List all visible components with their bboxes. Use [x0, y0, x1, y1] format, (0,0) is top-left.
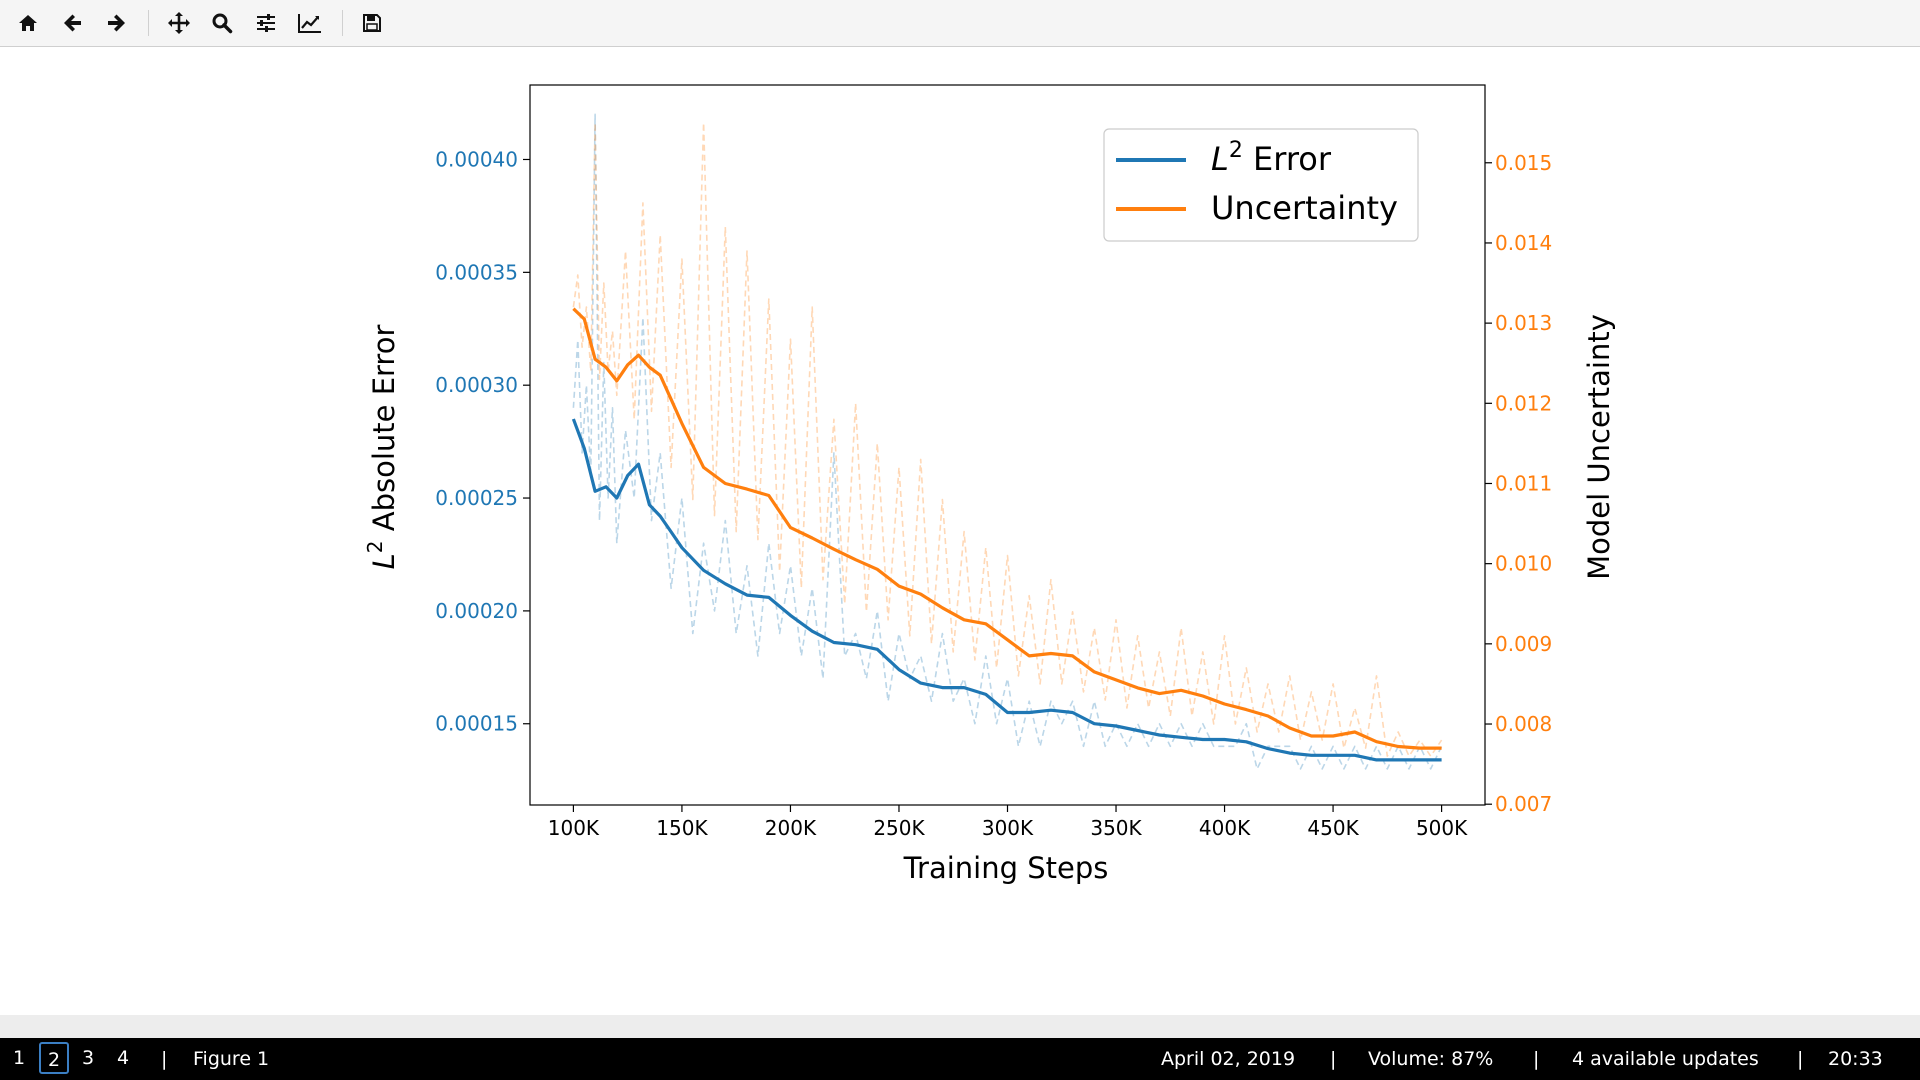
x-tick-label: 350K [1090, 816, 1142, 840]
right-y-tick-label: 0.011 [1495, 471, 1552, 495]
forward-arrow-icon [108, 14, 125, 32]
pan-icon [168, 12, 190, 34]
workspace-3[interactable]: 3 [81, 1047, 95, 1069]
status-bar: 1 2 3 4 | Figure 1 April 02, 2019 | Volu… [0, 1038, 1920, 1080]
right-y-tick-label: 0.015 [1495, 151, 1552, 175]
workspace-1[interactable]: 1 [12, 1047, 26, 1069]
legend-error-symbol: L [1211, 140, 1229, 178]
uncertainty-series-line [572, 307, 1442, 750]
legend: L2 Error Uncertainty [1103, 128, 1419, 242]
clock-display: 20:33 [1828, 1048, 1883, 1070]
status-separator: | [1533, 1048, 1540, 1070]
left-y-tick-label: 0.00020 [435, 599, 518, 623]
save-button[interactable] [354, 5, 390, 41]
right-y-tick-label: 0.012 [1495, 391, 1552, 415]
window-gap [0, 1015, 1920, 1038]
status-separator: | [1797, 1048, 1804, 1070]
left-y-tick-label: 0.00025 [435, 486, 518, 510]
x-tick-label: 250K [873, 816, 925, 840]
edit-axes-button[interactable] [292, 5, 328, 41]
status-separator: | [1330, 1048, 1337, 1070]
date-display: April 02, 2019 [1161, 1048, 1296, 1070]
back-button[interactable] [55, 5, 91, 41]
updates-display[interactable]: 4 available updates [1572, 1048, 1759, 1070]
left-axis-label: L2 Absolute Error [363, 325, 401, 570]
window-title: Figure 1 [193, 1048, 270, 1070]
right-y-tick-label: 0.014 [1495, 231, 1552, 255]
x-tick-label: 150K [656, 816, 708, 840]
pan-button[interactable] [161, 5, 197, 41]
left-y-tick-label: 0.00015 [435, 712, 518, 736]
plot-lines [571, 113, 1443, 770]
home-button[interactable] [10, 5, 46, 41]
x-tick-label: 100K [548, 816, 600, 840]
workspace-4[interactable]: 4 [116, 1047, 130, 1069]
right-y-tick-label: 0.008 [1495, 712, 1552, 736]
left-axis-label-text: Absolute Error [367, 325, 401, 541]
raw-error-line [572, 113, 1443, 770]
legend-error-superscript: 2 [1229, 138, 1243, 163]
subplots-config-icon [257, 14, 275, 32]
right-axis-label: Model Uncertainty [1582, 314, 1616, 580]
legend-uncertainty-label: Uncertainty [1211, 189, 1398, 227]
legend-error-text: Error [1243, 140, 1332, 178]
left-axis-label-superscript: 2 [363, 540, 387, 553]
left-y-tick-label: 0.00040 [435, 147, 518, 171]
raw-uncertainty-line [572, 121, 1443, 757]
left-y-tick-label: 0.00035 [435, 260, 518, 284]
right-y-tick-label: 0.007 [1495, 792, 1552, 816]
dual-axis-line-chart: 100K 150K 200K 250K 300K 350K 400K 450K 500K 0.00… [363, 84, 1616, 885]
legend-error-label: L2 Error [1211, 138, 1332, 178]
forward-button[interactable] [98, 5, 134, 41]
status-separator: | [161, 1048, 168, 1070]
right-y-tick-label: 0.010 [1495, 552, 1552, 576]
volume-display[interactable]: Volume: 87% [1368, 1048, 1494, 1070]
x-tick-label: 300K [982, 816, 1034, 840]
x-tick-label: 450K [1307, 816, 1359, 840]
zoom-button[interactable] [204, 5, 240, 41]
x-tick-label: 400K [1199, 816, 1251, 840]
x-tick-label: 500K [1416, 816, 1468, 840]
matplotlib-toolbar [0, 0, 1920, 47]
workspace-2-active[interactable]: 2 [39, 1042, 69, 1074]
back-arrow-icon [64, 14, 81, 32]
edit-axes-icon [298, 14, 321, 33]
home-icon [19, 15, 37, 31]
toolbar-separator [342, 10, 343, 36]
axis-ticks: 100K 150K 200K 250K 300K 350K 400K 450K 500K 0.00… [435, 147, 1552, 840]
save-icon [363, 14, 381, 32]
x-tick-label: 200K [765, 816, 817, 840]
right-y-tick-label: 0.009 [1495, 632, 1552, 656]
left-axis-label-symbol: L [367, 553, 401, 569]
error-series-line [571, 418, 1442, 762]
zoom-icon [212, 13, 233, 34]
x-axis-label: Training Steps [903, 851, 1109, 885]
legend-box [1103, 128, 1419, 242]
right-y-tick-label: 0.013 [1495, 311, 1552, 335]
figure-canvas[interactable]: 100K 150K 200K 250K 300K 350K 400K 450K 500K 0.00… [0, 47, 1920, 1015]
toolbar-separator [148, 10, 149, 36]
left-y-tick-label: 0.00030 [435, 373, 518, 397]
configure-subplots-button[interactable] [248, 5, 284, 41]
